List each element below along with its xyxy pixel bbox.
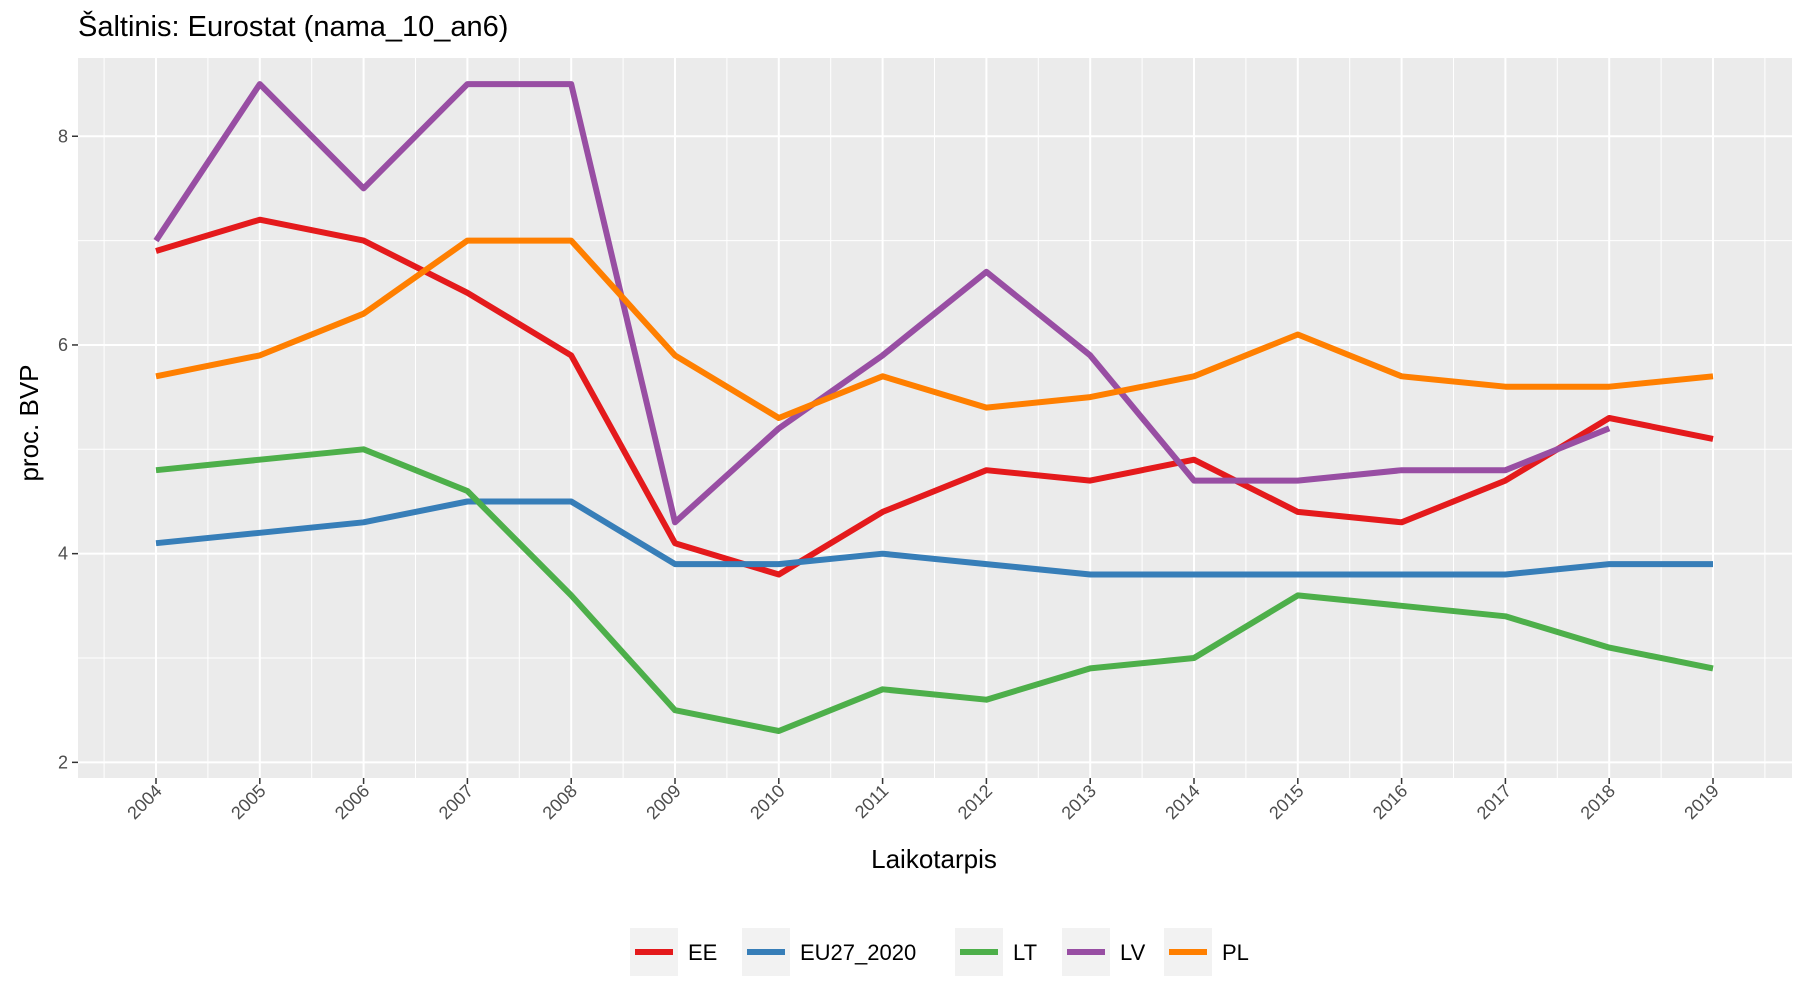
x-tick-label: 2017 [1473,781,1515,823]
y-axis-title: proc. BVP [14,364,44,481]
chart-title: Šaltinis: Eurostat (nama_10_an6) [78,9,508,43]
x-tick-label: 2006 [331,781,373,823]
legend: EE EU27_2020 LT LV PL [630,928,1249,976]
x-tick-label: 2018 [1577,781,1619,823]
x-tick-label: 2007 [435,781,477,823]
y-axis: 2 4 6 8 [58,126,78,772]
x-tick-label: 2005 [227,781,269,823]
y-tick-label: 8 [58,126,68,146]
y-tick-label: 4 [58,544,68,564]
series-line-lt [155,446,1714,734]
x-tick-label: 2016 [1369,781,1411,823]
x-tick-label: 2019 [1680,781,1722,823]
x-tick-label: 2015 [1265,781,1307,823]
x-tick-label: 2009 [642,781,684,823]
y-tick-label: 6 [58,335,68,355]
legend-label: EE [688,940,717,965]
x-tick-label: 2012 [954,781,996,823]
series-line-pl [155,237,1714,421]
series-lines [153,81,1714,734]
series-line-ee [155,216,1714,578]
series-line-eu27_2020 [155,498,1713,578]
x-tick-label: 2014 [1161,781,1203,823]
x-axis: 2004 2005 2006 2007 2008 2009 2010 2011 2012 2013… [123,778,1723,823]
x-tick-label: 2004 [123,781,165,823]
y-tick-label: 2 [58,752,68,772]
legend-label: PL [1222,940,1249,965]
series-line-lv [153,81,1611,526]
x-tick-label: 2013 [1058,781,1100,823]
x-tick-label: 2011 [851,781,893,823]
x-axis-title: Laikotarpis [871,844,997,874]
legend-label: LV [1120,940,1146,965]
x-tick-label: 2010 [746,781,788,823]
legend-label: EU27_2020 [800,940,916,965]
x-tick-label: 2008 [539,781,581,823]
legend-label: LT [1013,940,1037,965]
